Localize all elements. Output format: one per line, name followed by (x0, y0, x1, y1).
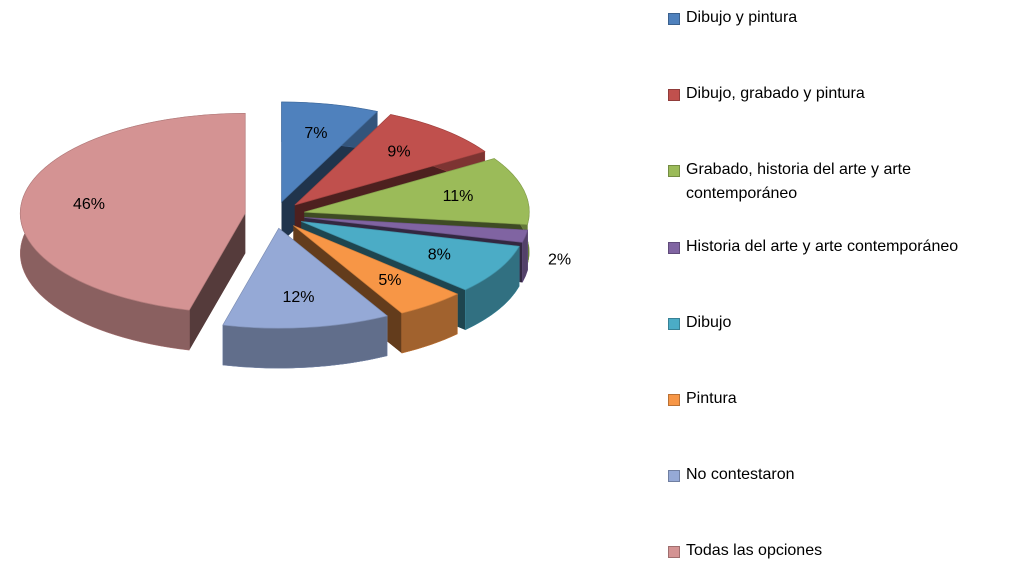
legend-swatch (668, 317, 680, 330)
legend-entry: No contestaron (668, 463, 998, 487)
legend-entry: Historia del arte y arte contemporáneo (668, 235, 998, 259)
legend-label: Dibujo y pintura (686, 9, 798, 26)
legend-label: Historia del arte y arte contemporáneo (686, 237, 959, 255)
legend-swatch (668, 546, 680, 559)
legend-label: Todas las opciones (686, 542, 823, 560)
legend-swatch (668, 13, 680, 25)
legend-label: Dibujo, grabado y pintura (686, 85, 865, 103)
legend-swatch (668, 89, 680, 102)
slice-top (293, 225, 459, 314)
slice-top (304, 158, 530, 225)
data-label: 11% (443, 188, 474, 205)
legend-label: No contestaron (686, 466, 795, 484)
legend-entry: Grabado, historia del arte y arte contem… (668, 158, 998, 206)
slice-top (301, 221, 520, 291)
slice-top (222, 227, 388, 329)
pie-area: 7% 9% 11% 2% 8% 5% 12% 46% (19, 101, 571, 369)
legend-label: Dibujo (686, 313, 732, 331)
slice-top (294, 114, 486, 206)
slice-top (281, 101, 379, 203)
legend-label: Pintura (686, 390, 737, 407)
legend-entry: Dibujo y pintura (668, 6, 998, 30)
data-label: 5% (378, 272, 401, 289)
slice (19, 112, 246, 351)
slice-top (19, 112, 246, 311)
data-label: 46% (73, 196, 105, 213)
slice-edge (189, 213, 246, 351)
slice-top (304, 217, 529, 243)
legend-swatch (668, 470, 680, 483)
legend-swatch (668, 165, 680, 178)
data-label: 9% (387, 144, 410, 161)
slice (222, 227, 388, 369)
data-label: 2% (548, 251, 571, 268)
legend-swatch (668, 241, 680, 254)
legend-entry: Pintura (668, 387, 998, 411)
legend-entry: Todas las opciones (668, 539, 998, 563)
legend-swatch (668, 394, 680, 406)
legend-label: Grabado, historia del arte y arte contem… (686, 161, 912, 203)
data-label: 12% (282, 289, 314, 306)
data-label: 7% (304, 125, 327, 142)
data-label: 8% (428, 246, 451, 263)
legend-entry: Dibujo, grabado y pintura (668, 82, 998, 106)
legend-entry: Dibujo (668, 311, 998, 335)
